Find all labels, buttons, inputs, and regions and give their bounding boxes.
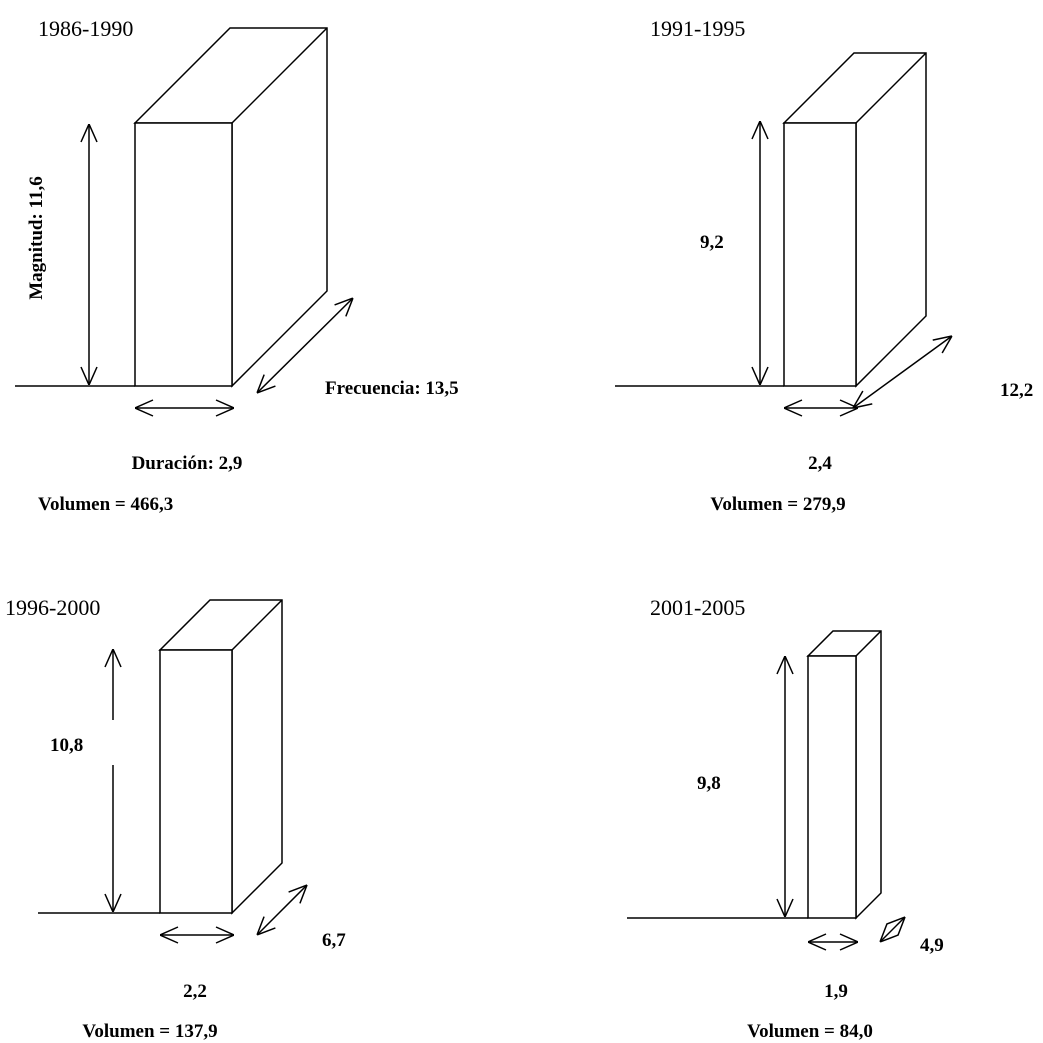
box-front (783, 122, 857, 387)
panel: 1991-1995 9,2 2,4 12,2 Volumen = 279,9 (615, 16, 1033, 515)
frequency-arrow (257, 885, 307, 935)
box-front (134, 122, 233, 387)
box-edge (231, 27, 328, 124)
frequency-arrow (853, 336, 952, 408)
frequency-label: 12,2 (1000, 380, 1033, 401)
frequency-label: Frecuencia: 13,5 (325, 378, 459, 399)
period: 1996-2000 (5, 595, 100, 620)
box-edge (855, 630, 882, 657)
duration-label: 2,2 (183, 981, 207, 1002)
panel: 1996-2000 10,8 2,2 6,7 Volumen = 137,9 (5, 595, 346, 1042)
box-front (807, 655, 857, 919)
frequency-label: 6,7 (322, 930, 346, 951)
volume-label: Volumen = 279,9 (710, 494, 845, 515)
volume-label: Volumen = 466,3 (38, 494, 173, 515)
period: 1986-1990 (38, 16, 133, 41)
magnitude-label: Magnitud: 11,6 (26, 176, 47, 300)
panel: 1986-1990 Magnitud: 11,6 Duración: 2,9 F… (15, 16, 459, 515)
volume-label: Volumen = 84,0 (747, 1021, 873, 1042)
volume-label: Volumen = 137,9 (82, 1021, 217, 1042)
duration-label: 1,9 (824, 981, 848, 1002)
duration-label: Duración: 2,9 (132, 453, 243, 474)
box-edge (231, 599, 283, 651)
period: 2001-2005 (650, 595, 745, 620)
magnitude-label: 9,2 (700, 232, 724, 253)
box-front (159, 649, 233, 914)
magnitude-label: 10,8 (50, 735, 83, 756)
frequency-arrow (257, 298, 353, 393)
period: 1991-1995 (650, 16, 745, 41)
magnitude-label: 9,8 (697, 773, 721, 794)
box-edge (855, 52, 927, 124)
frequency-label: 4,9 (920, 935, 944, 956)
frequency-arrow (880, 917, 905, 942)
duration-label: 2,4 (808, 453, 832, 474)
panel: 2001-2005 9,8 1,9 4,9 Volumen = 84,0 (627, 595, 944, 1042)
